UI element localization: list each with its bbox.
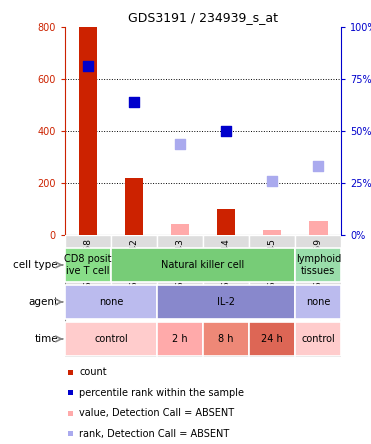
Text: count: count [79, 367, 106, 377]
Text: GSM198959: GSM198959 [314, 238, 323, 293]
Text: rank, Detection Call = ABSENT: rank, Detection Call = ABSENT [79, 429, 229, 439]
Point [315, 163, 321, 170]
Text: control: control [301, 334, 335, 344]
Bar [157, 285, 295, 319]
Point [223, 127, 229, 135]
Text: IL-2: IL-2 [217, 297, 235, 307]
Text: none: none [306, 297, 331, 307]
Bar [79, 27, 97, 235]
Bar [65, 322, 157, 356]
Point [131, 99, 137, 106]
Text: 8 h: 8 h [219, 334, 234, 344]
Bar [249, 322, 295, 356]
Bar [157, 235, 203, 286]
Bar [203, 322, 249, 356]
Text: agent: agent [28, 297, 58, 307]
Bar [125, 178, 143, 235]
Point [269, 177, 275, 184]
Bar [68, 431, 73, 436]
Text: control: control [94, 334, 128, 344]
Text: Natural killer cell: Natural killer cell [161, 260, 245, 270]
Bar [65, 235, 111, 286]
Bar [249, 235, 295, 286]
Point [85, 62, 91, 69]
Text: none: none [99, 297, 123, 307]
Bar [68, 370, 73, 375]
Text: percentile rank within the sample: percentile rank within the sample [79, 388, 244, 398]
Point [177, 140, 183, 147]
Bar [295, 235, 341, 286]
Bar [68, 390, 73, 395]
Bar [65, 248, 111, 281]
Text: CD8 posit
ive T cell: CD8 posit ive T cell [64, 254, 112, 276]
Text: 24 h: 24 h [261, 334, 283, 344]
Text: time: time [35, 334, 58, 344]
Bar [309, 221, 328, 235]
Text: 2 h: 2 h [172, 334, 188, 344]
Bar [111, 248, 295, 281]
Text: GSM198958: GSM198958 [83, 238, 92, 293]
Text: GSM198944: GSM198944 [221, 238, 231, 293]
Text: cell type: cell type [13, 260, 58, 270]
Bar [263, 230, 282, 235]
Bar [111, 235, 157, 286]
Bar [157, 322, 203, 356]
Text: GSM198945: GSM198945 [268, 238, 277, 293]
Bar [295, 285, 341, 319]
Text: value, Detection Call = ABSENT: value, Detection Call = ABSENT [79, 408, 234, 418]
Bar [295, 248, 341, 281]
Bar [65, 285, 157, 319]
Bar [171, 224, 189, 235]
Title: GDS3191 / 234939_s_at: GDS3191 / 234939_s_at [128, 11, 278, 24]
Bar [217, 209, 235, 235]
Text: lymphoid
tissues: lymphoid tissues [296, 254, 341, 276]
Bar [68, 411, 73, 416]
Bar [203, 235, 249, 286]
Bar [295, 322, 341, 356]
Text: GSM198943: GSM198943 [175, 238, 185, 293]
Text: GSM198942: GSM198942 [129, 238, 138, 293]
